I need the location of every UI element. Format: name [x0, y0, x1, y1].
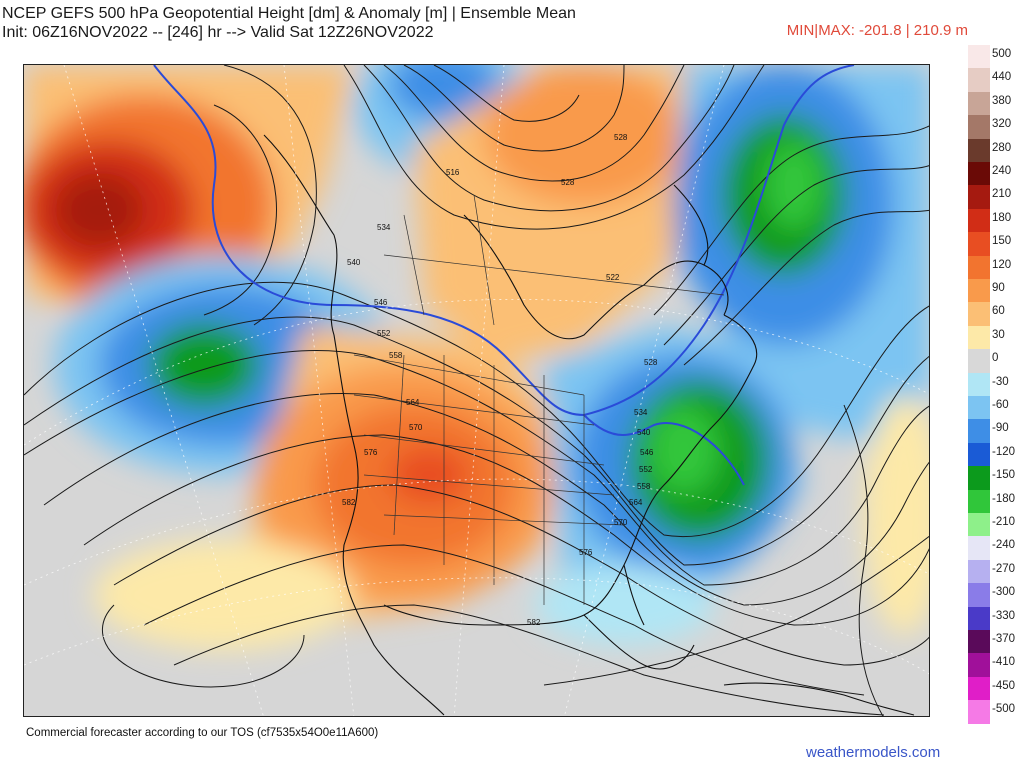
colorbar-swatch	[968, 583, 990, 608]
contour-label: 576	[364, 448, 378, 457]
colorbar-swatch	[968, 630, 990, 654]
colorbar-label: -240	[992, 539, 1016, 552]
anomaly-shading	[24, 65, 929, 650]
colorbar-swatch	[968, 45, 990, 69]
contour-label: 540	[637, 428, 651, 437]
colorbar-swatch	[968, 302, 990, 327]
title-line-2: Init: 06Z16NOV2022 -- [246] hr --> Valid…	[2, 24, 434, 41]
colorbar-label: -500	[992, 703, 1016, 716]
colorbar-label: 150	[992, 235, 1012, 248]
colorbar-swatch	[968, 208, 990, 233]
colorbar-swatch	[968, 138, 990, 163]
contour-540-line	[153, 65, 855, 417]
colorbar-swatch	[968, 68, 990, 93]
contour-label: 528	[561, 178, 575, 187]
contour-label: 522	[606, 273, 620, 282]
contour-label: 570	[614, 518, 628, 527]
contour-label: 564	[406, 398, 420, 407]
contour-label: 558	[389, 351, 403, 360]
state-borders	[353, 194, 725, 605]
colorbar-swatch	[968, 115, 990, 140]
contour-540-trough	[583, 414, 745, 486]
colorbar-swatch	[968, 536, 990, 561]
colorbar-swatch	[968, 255, 990, 280]
height-contours	[24, 65, 929, 716]
colorbar-label: -410	[992, 656, 1016, 669]
colorbar-swatch	[968, 372, 990, 397]
min-max-readout: MIN|MAX: -201.8 | 210.9 m	[786, 22, 968, 39]
title-line-1: NCEP GEFS 500 hPa Geopotential Height [d…	[2, 5, 576, 22]
colorbar-label: 500	[992, 48, 1012, 60]
colorbar-swatch	[968, 442, 990, 467]
colorbar-swatch	[968, 513, 990, 537]
contour-label: 534	[377, 223, 391, 232]
coastlines	[263, 134, 915, 716]
contour-label: 570	[409, 423, 423, 432]
colorbar-label: 380	[992, 94, 1012, 107]
map-canvas: 528 516 528 534 540 546 552 558 564 570 …	[24, 65, 929, 716]
colorbar-label: -330	[992, 609, 1016, 622]
colorbar-label: 240	[992, 165, 1012, 177]
colorbar-swatch	[968, 419, 990, 444]
colorbar-label: -300	[992, 586, 1016, 599]
colorbar-label: 440	[992, 71, 1012, 84]
contour-label: 540	[347, 258, 361, 267]
contour-label: 552	[639, 465, 653, 474]
contour-label: 516	[446, 168, 460, 177]
colorbar-label: -450	[992, 679, 1016, 692]
contour-label: 528	[614, 133, 628, 142]
colorbar-swatch	[968, 653, 990, 678]
contour-label: 576	[579, 548, 593, 557]
colorbar-swatch	[968, 606, 990, 631]
colorbar-label: 320	[992, 118, 1012, 131]
colorbar-label: 180	[992, 211, 1012, 224]
colorbar-label: -210	[992, 516, 1016, 528]
contour-label: 582	[342, 498, 356, 507]
colorbar-swatch	[968, 466, 990, 491]
colorbar-label: 280	[992, 141, 1012, 154]
colorbar-swatch	[968, 349, 990, 374]
colorbar-label: 30	[992, 328, 1005, 341]
colorbar-label: -30	[992, 375, 1009, 388]
colorbar-label: -180	[992, 492, 1016, 505]
colorbar-swatch	[968, 279, 990, 303]
colorbar-label: -270	[992, 562, 1016, 575]
colorbar-swatch	[968, 91, 990, 116]
contour-labels: 528 516 528 534 540 546 552 558 564 570 …	[342, 133, 658, 627]
colorbar-label: -60	[992, 399, 1009, 411]
tos-notice: Commercial forecaster according to our T…	[26, 727, 379, 739]
contour-label: 546	[374, 298, 388, 307]
brand-link[interactable]: weathermodels.com	[806, 744, 941, 761]
colorbar-swatch	[968, 325, 990, 350]
colorbar-label: -370	[992, 633, 1016, 645]
colorbar-swatch	[968, 676, 990, 701]
colorbar-label: 210	[992, 188, 1012, 201]
colorbar-label: 90	[992, 282, 1005, 294]
colorbar-label: -150	[992, 469, 1016, 482]
colorbar-swatch	[968, 185, 990, 210]
colorbar-swatch	[968, 700, 990, 725]
contour-label: 528	[644, 358, 658, 367]
colorbar-label: 60	[992, 305, 1005, 318]
colorbar-swatch	[968, 489, 990, 514]
colorbar-swatch	[968, 162, 990, 186]
anomaly-map[interactable]: 528 516 528 534 540 546 552 558 564 570 …	[23, 64, 930, 717]
colorbar-swatch	[968, 232, 990, 257]
contour-label: 564	[629, 498, 643, 507]
colorbar-label: 0	[992, 352, 999, 365]
contour-label: 552	[377, 329, 391, 338]
colorbar-label: 120	[992, 258, 1012, 271]
contour-label: 582	[527, 618, 541, 627]
contour-label: 558	[637, 482, 651, 491]
contour-label: 546	[640, 448, 654, 457]
graticule	[24, 65, 929, 716]
colorbar-label: -90	[992, 422, 1009, 435]
colorbar-swatch	[968, 559, 990, 584]
colorbar-label: -120	[992, 445, 1016, 458]
contour-label: 534	[634, 408, 648, 417]
map-title: NCEP GEFS 500 hPa Geopotential Height [d…	[2, 4, 576, 42]
colorbar-swatch	[968, 396, 990, 420]
